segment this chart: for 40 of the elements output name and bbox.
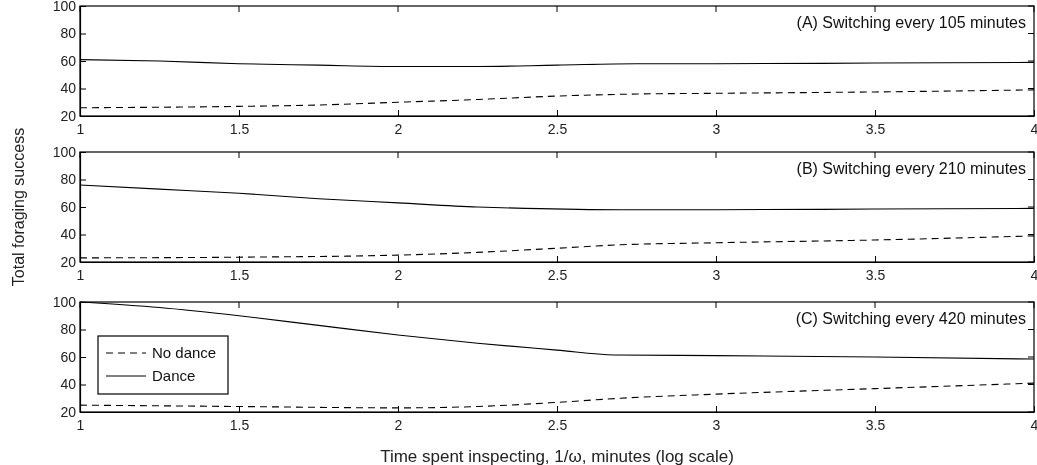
x-tick-label: 2 [394, 120, 403, 137]
legend-label: No dance [152, 344, 217, 361]
x-tick-label: 3 [712, 266, 721, 283]
y-tick-label: 80 [60, 321, 77, 338]
y-tick-label: 20 [60, 107, 77, 124]
x-tick-label: 1 [76, 120, 85, 137]
y-tick-label: 20 [60, 403, 77, 420]
y-tick-label: 100 [52, 0, 77, 14]
x-tick-label: 1 [76, 416, 85, 433]
x-tick-label: 1.5 [229, 120, 250, 137]
chart-title: (A) Switching every 105 minutes [796, 14, 1026, 31]
x-tick-label: 1 [76, 266, 85, 283]
x-tick-label: 3.5 [865, 416, 886, 433]
y-axis-title: Total foraging success [10, 127, 27, 287]
y-tick-label: 60 [60, 348, 77, 365]
y-tick-label: 80 [60, 171, 77, 188]
x-tick-label: 3.5 [865, 120, 886, 137]
x-tick-label: 2.5 [547, 266, 568, 283]
legend-label: Dance [152, 367, 196, 384]
y-tick-label: 40 [60, 226, 77, 243]
chart-title: (C) Switching every 420 minutes [795, 310, 1026, 327]
y-tick-label: 60 [60, 198, 77, 215]
y-tick-label: 80 [60, 25, 77, 42]
y-tick-label: 20 [60, 253, 77, 270]
y-tick-label: 40 [60, 80, 77, 97]
x-tick-label: 3 [712, 416, 721, 433]
x-tick-label: 1.5 [229, 416, 250, 433]
x-axis-title: Time spent inspecting, 1/ω, minutes (log scale) [380, 447, 734, 465]
y-tick-label: 100 [52, 293, 77, 310]
x-tick-label: 3.5 [865, 266, 886, 283]
x-tick-label: 2.5 [547, 416, 568, 433]
x-tick-label: 2 [394, 266, 403, 283]
x-tick-label: 2 [394, 416, 403, 433]
x-tick-label: 1.5 [229, 266, 250, 283]
y-tick-label: 40 [60, 376, 77, 393]
y-tick-label: 60 [60, 52, 77, 69]
x-tick-label: 3 [712, 120, 721, 137]
y-tick-label: 100 [52, 143, 77, 160]
chart-title: (B) Switching every 210 minutes [796, 160, 1026, 177]
x-tick-label: 2.5 [547, 120, 568, 137]
